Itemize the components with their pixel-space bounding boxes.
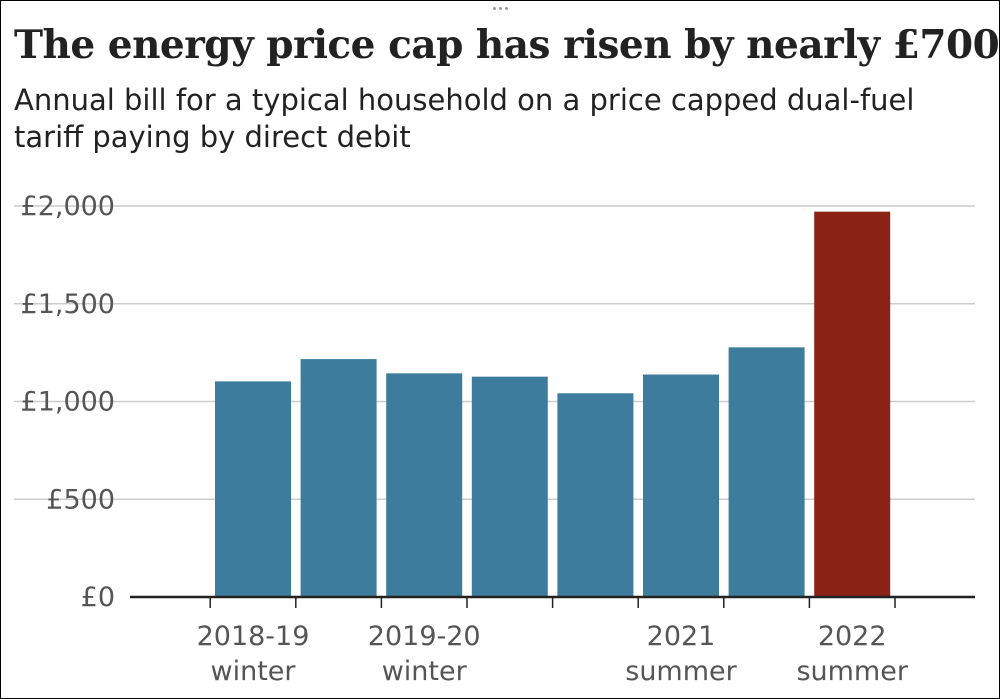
y-tick-label: £0 — [81, 582, 115, 613]
bar — [386, 373, 463, 597]
more-options-icon[interactable] — [488, 0, 512, 16]
x-tick-label-sub: summer — [625, 656, 737, 687]
x-axis — [130, 595, 975, 608]
chart-subtitle: Annual bill for a typical household on a… — [14, 83, 915, 154]
x-axis-tick-labels: 2018-19 winter 2019-20 winter 2021 summer 2022… — [197, 621, 909, 687]
bar — [471, 376, 548, 597]
x-tick-label: 2018-19 — [197, 621, 310, 652]
y-tick-label: £1,500 — [21, 289, 115, 320]
x-tick-label-sub: summer — [796, 656, 908, 687]
y-tick-label: £1,000 — [21, 387, 115, 418]
bar — [215, 381, 291, 597]
bars — [215, 211, 891, 597]
bar — [814, 211, 891, 597]
y-tick-label: £2,000 — [21, 191, 115, 222]
x-tick-label: 2021 — [647, 621, 716, 652]
bar — [300, 359, 377, 597]
y-axis-tick-labels: £0 £500 £1,000 £1,500 £2,000 — [21, 191, 115, 613]
chart-title: The energy price cap has risen by nearly… — [14, 22, 1000, 68]
x-tick-label-sub: winter — [382, 656, 468, 687]
y-tick-label: £500 — [46, 484, 115, 515]
bar — [728, 347, 805, 597]
x-tick-label: 2019-20 — [368, 621, 481, 652]
x-tick-label: 2022 — [818, 621, 887, 652]
bar — [643, 374, 719, 597]
bar — [557, 393, 634, 597]
x-tick-label-sub: winter — [211, 656, 297, 687]
